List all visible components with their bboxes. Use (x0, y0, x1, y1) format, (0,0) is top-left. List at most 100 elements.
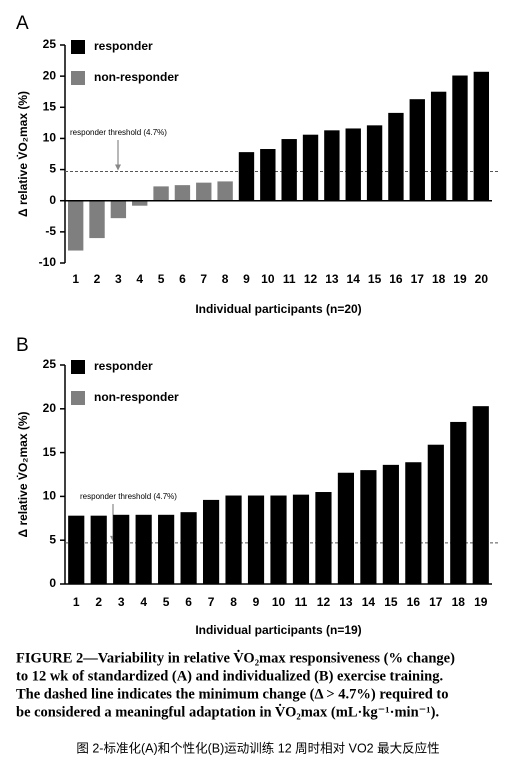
x-tick-label: 12 (304, 272, 318, 286)
x-tick-label: 18 (432, 272, 446, 286)
caption-line: to 12 wk of standardized (A) and individ… (16, 668, 443, 684)
legend-swatch (71, 391, 85, 405)
x-tick-label: 12 (317, 595, 331, 609)
bar (202, 499, 220, 584)
bar (337, 472, 355, 584)
y-tick-label: 20 (43, 68, 57, 82)
caption-line: be considered a meaningful adaptation in… (16, 703, 439, 720)
x-tick-label: 17 (411, 272, 425, 286)
bar (174, 185, 191, 201)
x-tick-label: 19 (453, 272, 467, 286)
bar (135, 514, 152, 584)
x-tick-label: 13 (339, 595, 353, 609)
y-tick-label: 25 (43, 357, 57, 371)
y-tick-label: 0 (49, 193, 56, 207)
x-tick-label: 8 (230, 595, 237, 609)
x-tick-label: 4 (140, 595, 147, 609)
y-tick-label: -10 (39, 255, 57, 269)
bar (113, 514, 130, 584)
x-tick-label: 10 (261, 272, 275, 286)
bar (382, 464, 399, 584)
bar (180, 512, 197, 584)
legend-label: non-responder (94, 70, 179, 84)
bar (90, 515, 107, 584)
y-tick-label: 5 (49, 532, 56, 546)
x-tick-label: 7 (200, 272, 207, 286)
legend-swatch (71, 360, 85, 374)
x-tick-label: 8 (222, 272, 229, 286)
bar (196, 182, 212, 201)
bar (270, 495, 287, 584)
bar (388, 112, 404, 201)
y-tick-label: 25 (43, 37, 57, 51)
x-tick-label: 17 (429, 595, 443, 609)
x-tick-label: 4 (136, 272, 143, 286)
y-tick-label: 0 (49, 576, 56, 590)
bar (324, 130, 340, 201)
x-tick-label: 5 (163, 595, 170, 609)
legend-swatch (71, 71, 85, 85)
bar (427, 444, 444, 584)
panel-label: B (16, 335, 29, 356)
translation: 图 2-标准化(A)和个性化(B)运动训练 12 周时相对 VO2 最大反应性 (76, 740, 439, 755)
legend-label: responder (94, 39, 153, 53)
x-tick-label: 16 (407, 595, 421, 609)
x-tick-label: 2 (94, 272, 101, 286)
bar (345, 128, 361, 201)
bar (430, 91, 447, 201)
y-tick-label: 20 (43, 401, 57, 415)
y-tick-label: -5 (45, 224, 56, 238)
bar (110, 200, 127, 219)
x-tick-label: 19 (474, 595, 488, 609)
x-tick-label: 15 (384, 595, 398, 609)
x-tick-label: 20 (475, 272, 489, 286)
y-tick-label: 15 (43, 99, 57, 113)
x-tick-label: 18 (452, 595, 466, 609)
legend-label: non-responder (94, 390, 179, 404)
y-axis-label: Δ relative V̇O₂max (%) (15, 411, 30, 537)
bar (281, 139, 297, 201)
x-tick-label: 7 (208, 595, 215, 609)
panel-label: A (16, 13, 29, 34)
legend-swatch (71, 40, 85, 54)
x-tick-label: 9 (243, 272, 250, 286)
bar (292, 494, 310, 584)
x-tick-label: 6 (179, 272, 186, 286)
bar (450, 421, 467, 584)
x-tick-label: 14 (347, 272, 361, 286)
bar (153, 186, 169, 201)
y-tick-label: 5 (49, 162, 56, 176)
bar (247, 495, 265, 584)
bar (89, 200, 105, 239)
caption-line: The dashed line indicates the minimum ch… (16, 686, 449, 702)
x-tick-label: 1 (73, 595, 80, 609)
bar (158, 514, 175, 584)
bar (405, 462, 422, 584)
bar (238, 152, 255, 201)
bar (67, 200, 84, 251)
x-tick-label: 15 (368, 272, 382, 286)
y-tick-label: 10 (43, 489, 57, 503)
bar (366, 125, 383, 201)
x-tick-label: 6 (185, 595, 192, 609)
bar (473, 71, 490, 201)
x-tick-label: 2 (95, 595, 102, 609)
x-tick-label: 1 (72, 272, 79, 286)
x-axis-label: Individual participants (n=19) (195, 623, 361, 637)
bar (315, 492, 332, 584)
annotation-arrowhead (115, 164, 121, 171)
bar (302, 134, 319, 201)
x-tick-label: 14 (362, 595, 376, 609)
bar (260, 149, 276, 201)
x-tick-label: 11 (295, 595, 308, 609)
bar (360, 470, 377, 584)
y-axis-label: Δ relative V̇O₂max (%) (15, 91, 30, 217)
legend-label: responder (94, 359, 153, 373)
bar (68, 515, 85, 584)
x-axis-label: Individual participants (n=20) (195, 302, 361, 316)
annotation: responder threshold (4.7%) (70, 128, 167, 137)
y-tick-label: 10 (43, 131, 57, 145)
bar (132, 200, 148, 206)
x-tick-label: 10 (272, 595, 286, 609)
x-tick-label: 3 (115, 272, 122, 286)
